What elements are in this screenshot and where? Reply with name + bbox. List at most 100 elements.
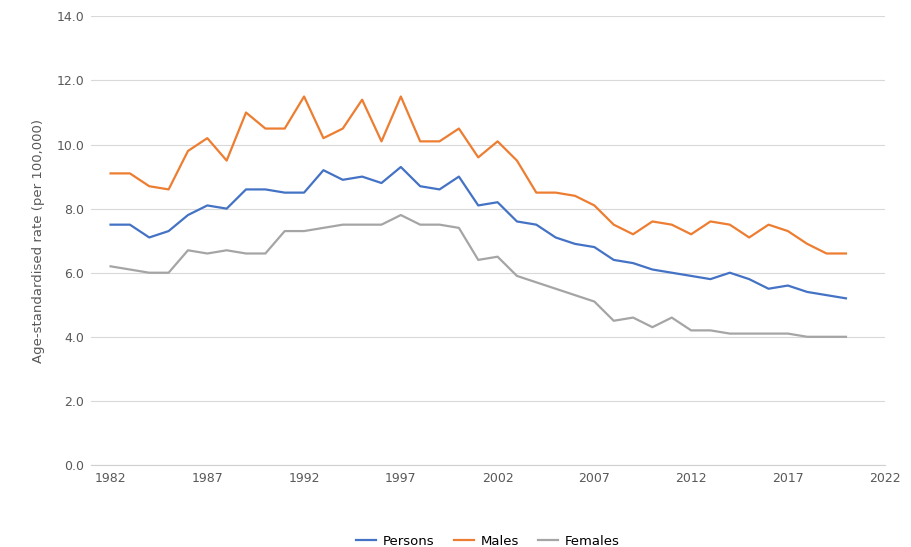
Males bbox=[337, 125, 348, 132]
Females bbox=[201, 250, 212, 257]
Females bbox=[782, 330, 793, 337]
Females bbox=[608, 317, 619, 324]
Persons bbox=[704, 276, 715, 282]
Females bbox=[472, 257, 483, 263]
Males bbox=[608, 222, 619, 228]
Males bbox=[704, 218, 715, 225]
Males bbox=[434, 138, 445, 144]
Persons bbox=[530, 222, 541, 228]
Females bbox=[279, 228, 290, 234]
Persons bbox=[124, 222, 135, 228]
Males bbox=[685, 231, 696, 237]
Persons bbox=[298, 189, 309, 196]
Females bbox=[453, 225, 464, 231]
Males bbox=[511, 158, 522, 164]
Persons bbox=[472, 202, 483, 209]
Females bbox=[298, 228, 309, 234]
Persons bbox=[105, 222, 116, 228]
Males bbox=[415, 138, 425, 144]
Males bbox=[356, 96, 367, 103]
Females bbox=[163, 270, 174, 276]
Males bbox=[666, 222, 677, 228]
Males bbox=[201, 135, 212, 142]
Females bbox=[820, 334, 831, 340]
Females bbox=[182, 247, 193, 254]
Persons bbox=[742, 276, 753, 282]
Persons bbox=[589, 244, 599, 251]
Females bbox=[337, 222, 348, 228]
Females bbox=[723, 330, 734, 337]
Persons bbox=[395, 164, 406, 170]
Females bbox=[568, 292, 579, 299]
Males bbox=[646, 218, 657, 225]
Males bbox=[472, 154, 483, 161]
Persons bbox=[820, 292, 831, 299]
Persons bbox=[318, 167, 329, 173]
Persons bbox=[144, 234, 155, 241]
Persons bbox=[608, 257, 619, 263]
Line: Females: Females bbox=[110, 215, 845, 337]
Females bbox=[356, 222, 367, 228]
Males bbox=[782, 228, 793, 234]
Persons bbox=[801, 289, 812, 295]
Persons bbox=[723, 270, 734, 276]
Males bbox=[298, 93, 309, 100]
Females bbox=[763, 330, 773, 337]
Persons bbox=[260, 186, 271, 193]
Persons bbox=[241, 186, 251, 193]
Persons bbox=[415, 183, 425, 189]
Females bbox=[124, 266, 135, 273]
Persons bbox=[163, 228, 174, 234]
Persons bbox=[568, 241, 579, 247]
Females bbox=[840, 334, 851, 340]
Persons bbox=[666, 270, 677, 276]
Females bbox=[144, 270, 155, 276]
Females bbox=[375, 222, 386, 228]
Persons bbox=[356, 173, 367, 180]
Females bbox=[415, 222, 425, 228]
Persons bbox=[492, 199, 503, 206]
Persons bbox=[434, 186, 445, 193]
Persons bbox=[763, 286, 773, 292]
Males bbox=[801, 241, 812, 247]
Males bbox=[182, 148, 193, 154]
Females bbox=[627, 315, 638, 321]
Persons bbox=[549, 234, 560, 241]
Persons bbox=[221, 205, 232, 212]
Females bbox=[241, 250, 251, 257]
Males bbox=[763, 222, 773, 228]
Females bbox=[492, 253, 503, 260]
Females bbox=[511, 272, 522, 279]
Males bbox=[105, 170, 116, 177]
Females bbox=[685, 327, 696, 334]
Males bbox=[260, 125, 271, 132]
Females bbox=[105, 263, 116, 270]
Females bbox=[318, 225, 329, 231]
Males bbox=[395, 93, 406, 100]
Males bbox=[221, 158, 232, 164]
Males bbox=[279, 125, 290, 132]
Persons bbox=[453, 173, 464, 180]
Y-axis label: Age-standardised rate (per 100,000): Age-standardised rate (per 100,000) bbox=[32, 119, 46, 363]
Males bbox=[375, 138, 386, 144]
Males bbox=[124, 170, 135, 177]
Persons bbox=[375, 180, 386, 187]
Males bbox=[453, 125, 464, 132]
Persons bbox=[627, 260, 638, 266]
Males bbox=[492, 138, 503, 144]
Males bbox=[549, 189, 560, 196]
Females bbox=[666, 315, 677, 321]
Females bbox=[549, 286, 560, 292]
Females bbox=[704, 327, 715, 334]
Males bbox=[723, 222, 734, 228]
Females bbox=[434, 222, 445, 228]
Males bbox=[840, 250, 851, 257]
Females bbox=[742, 330, 753, 337]
Persons bbox=[782, 282, 793, 289]
Males bbox=[163, 186, 174, 193]
Persons bbox=[511, 218, 522, 225]
Males bbox=[742, 234, 753, 241]
Males bbox=[318, 135, 329, 142]
Persons bbox=[646, 266, 657, 273]
Males bbox=[144, 183, 155, 189]
